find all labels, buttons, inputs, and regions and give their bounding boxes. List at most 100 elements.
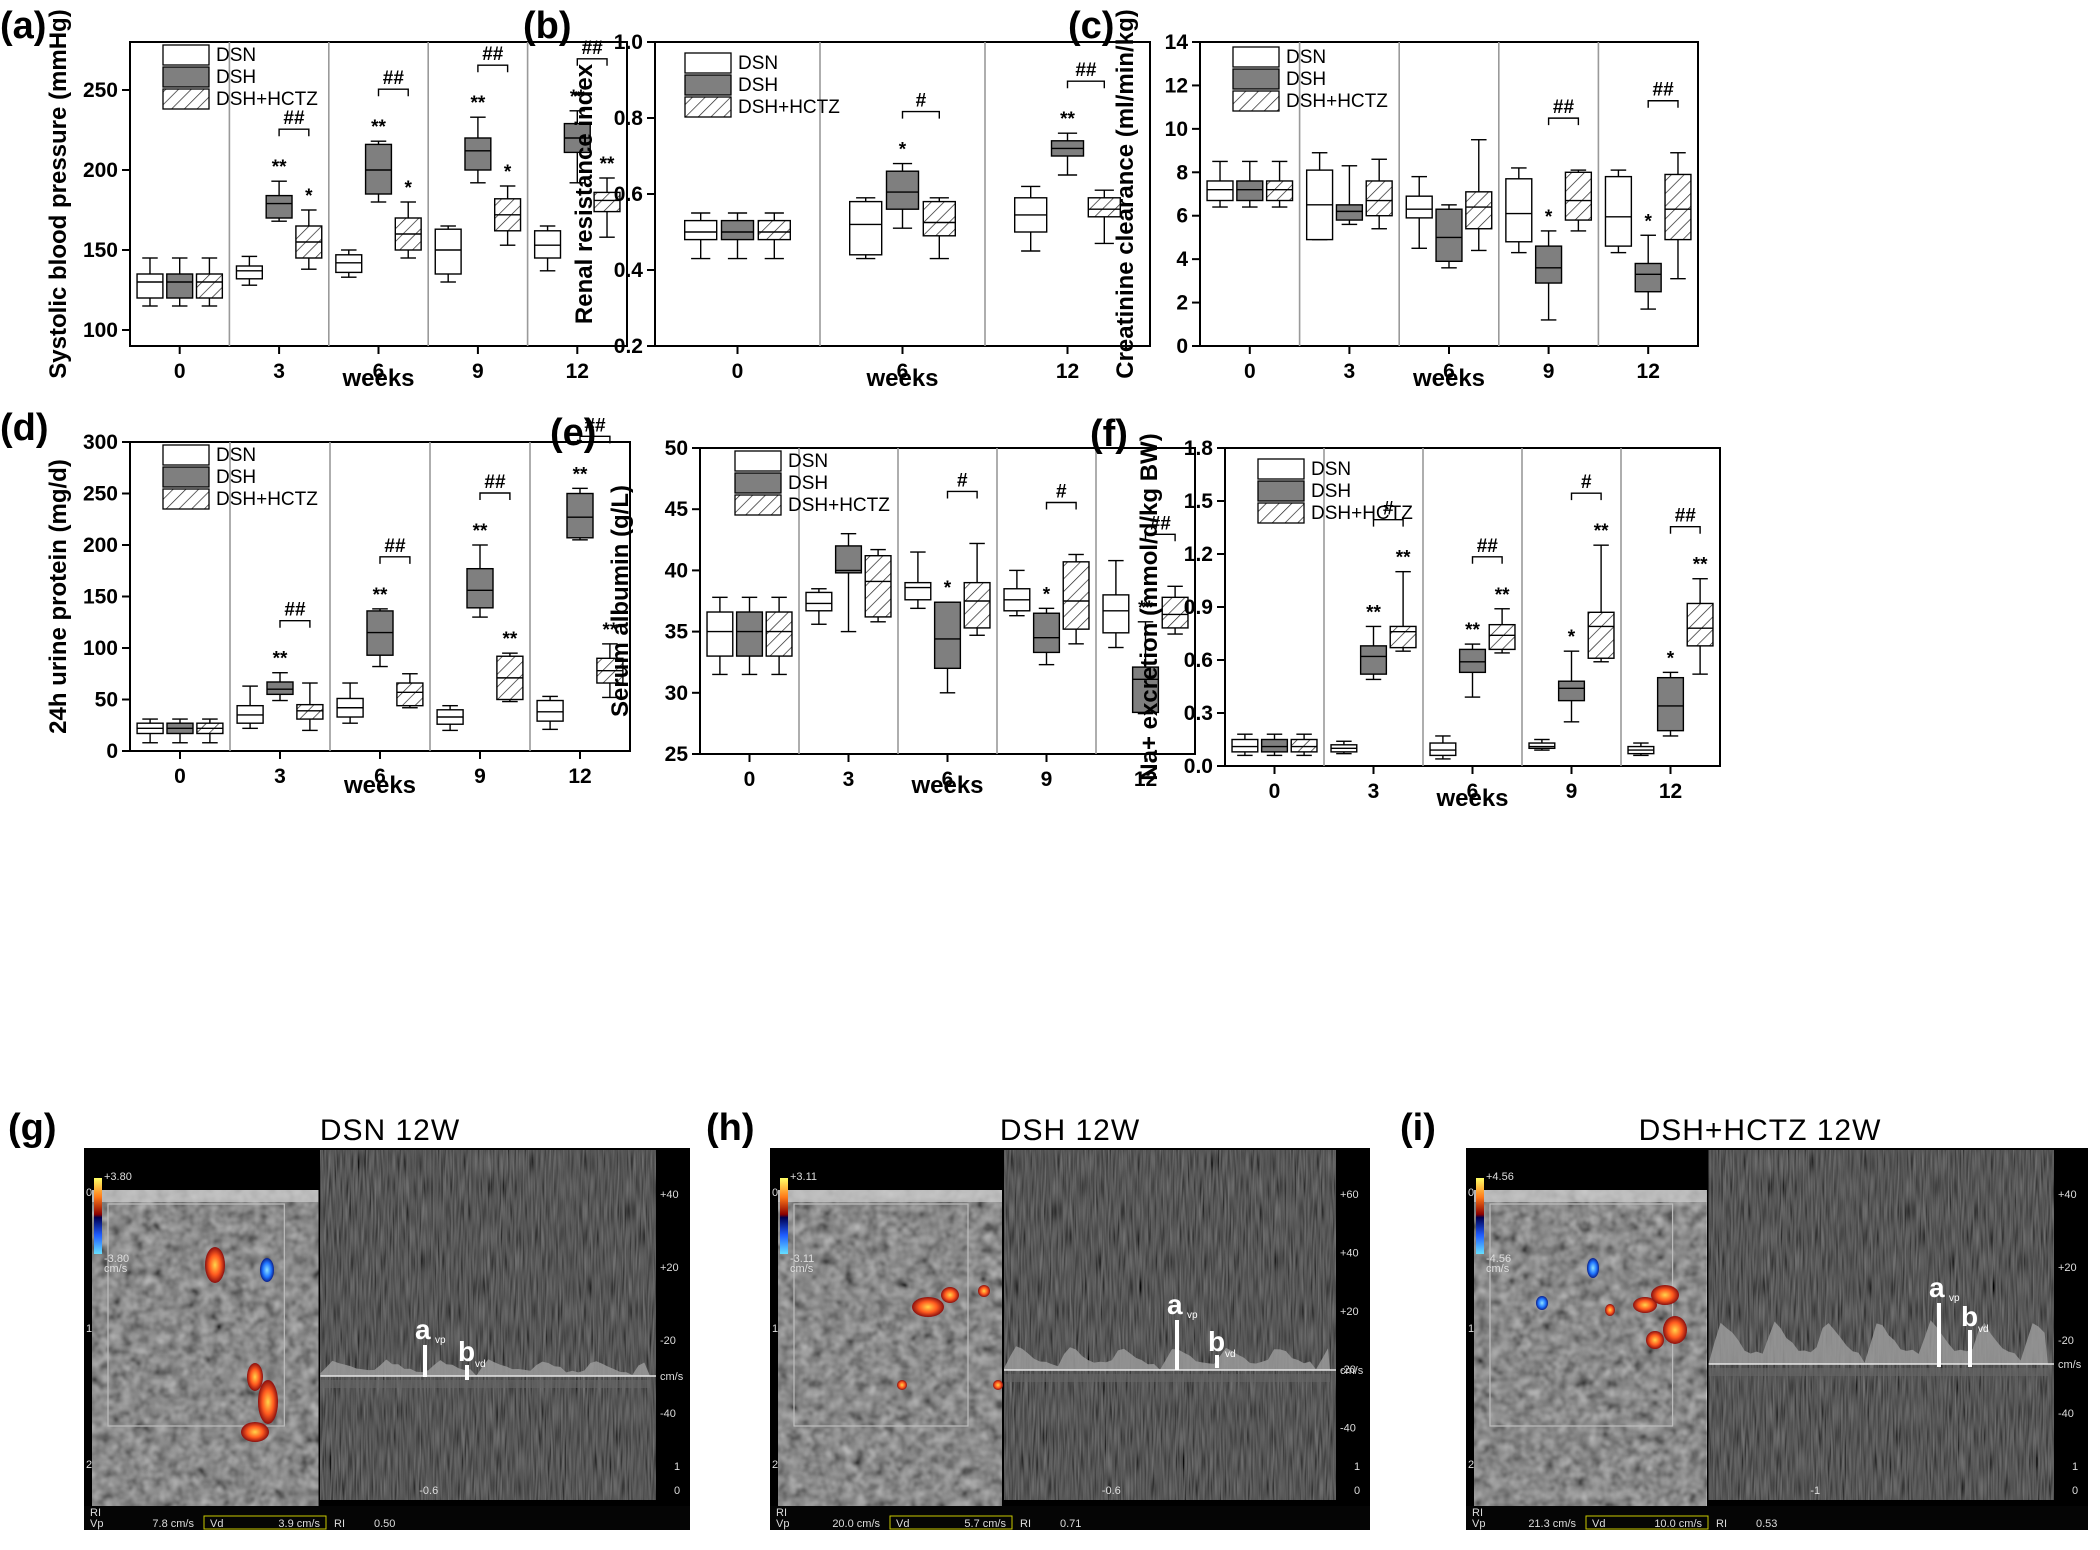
box-iqr xyxy=(1635,263,1661,291)
legend-swatch xyxy=(1233,69,1279,89)
box-dsh-hctz-9 xyxy=(1063,554,1089,643)
right-zero-label: 0 xyxy=(2072,1485,2078,1497)
y-tick-label: 35 xyxy=(665,621,689,644)
x-tick-label: 9 xyxy=(474,765,486,788)
box-iqr xyxy=(1559,681,1585,700)
box-dsh-hctz-6 xyxy=(923,198,955,259)
box-iqr xyxy=(467,569,493,608)
box-dsh-6 xyxy=(367,609,393,667)
significance-bracket: ## xyxy=(380,536,410,564)
bracket-label: ## xyxy=(1675,506,1697,527)
y-tick-label: 200 xyxy=(83,534,118,557)
box-dsh-hctz-6 xyxy=(397,674,423,708)
box-iqr xyxy=(737,612,763,656)
significance-bracket: ## xyxy=(1549,97,1579,125)
y-axis-label: Na+ excretion (mmol/d/kg BW) xyxy=(1136,433,1163,780)
x-tick-label: 0 xyxy=(732,360,744,383)
marker-a-label: a xyxy=(415,1314,431,1345)
doppler-flow-spot xyxy=(241,1422,269,1442)
y-tick-label: 1.2 xyxy=(1184,543,1213,566)
box-iqr xyxy=(836,546,862,573)
box-iqr xyxy=(1430,743,1456,755)
box-iqr xyxy=(1267,181,1293,201)
box-dsn-0 xyxy=(685,213,717,259)
box-iqr xyxy=(758,221,790,240)
spectral-doppler: a vpb vd +60 +40 +20 -20 -40 cm/s -0.6 0 1 xyxy=(1004,1150,1364,1500)
scale-unit-label: cm/s xyxy=(1486,1263,1510,1275)
ultrasound-panel-dsn: (g) DSN 12W+3.80-3.80cm/s012a vp b vd+40+20-… xyxy=(8,1107,690,1530)
legend-swatch xyxy=(735,451,781,471)
box-dsh-hctz-9 xyxy=(495,186,521,245)
bracket-label: ## xyxy=(582,38,604,59)
legend-label: DSH+HCTZ xyxy=(216,489,318,510)
marker-a-sub: vp xyxy=(435,1335,446,1346)
panel-label: (c) xyxy=(1068,5,1114,47)
y-tick-label: 14 xyxy=(1165,31,1189,54)
box-dsn-12 xyxy=(1628,743,1654,755)
legend-swatch xyxy=(163,45,209,65)
x-axis-label: weeks xyxy=(865,365,938,392)
legend-swatch xyxy=(1233,91,1279,111)
time-tick-label: -0.6 xyxy=(1102,1485,1121,1497)
y-tick-label: 6 xyxy=(1176,205,1188,228)
box-dsn-12 xyxy=(1015,186,1047,251)
right-zero-label: 0 xyxy=(674,1485,680,1497)
b-mode-image: +3.80 -3.80cm/s 0 1 2 xyxy=(86,1171,350,1512)
significance-bracket: ## xyxy=(478,44,508,72)
velocity-unit-label: cm/s xyxy=(660,1371,684,1383)
box-dsn-3 xyxy=(237,686,263,728)
y-tick-label: 25 xyxy=(665,743,689,766)
bracket-line xyxy=(1572,493,1602,500)
bracket-label: # xyxy=(1581,472,1592,493)
y-tick-label: 100 xyxy=(83,637,118,660)
legend-swatch xyxy=(685,53,731,73)
legend-label: DSH xyxy=(1311,481,1351,502)
x-tick-label: 12 xyxy=(1056,360,1079,383)
velocity-unit-label: cm/s xyxy=(2058,1359,2082,1371)
box-dsh-hctz-6 xyxy=(1466,140,1492,251)
x-axis-label: weeks xyxy=(1435,785,1508,812)
doppler-flow-spot xyxy=(1663,1316,1687,1344)
legend: DSNDSHDSH+HCTZ xyxy=(685,53,840,118)
baseline-mirror xyxy=(320,1380,650,1388)
time-tick-label: -0.6 xyxy=(419,1485,438,1497)
significance-star: * xyxy=(1568,627,1576,648)
bracket-line xyxy=(948,491,978,498)
box-dsh-hctz-6 xyxy=(964,543,990,635)
box-iqr xyxy=(1436,209,1462,261)
depth-tick-label: 1 xyxy=(86,1323,92,1335)
readout-vp-value: 21.3 cm/s xyxy=(1528,1518,1576,1530)
right-zero-label: 0 xyxy=(1354,1485,1360,1497)
box-dsh-9 xyxy=(1536,231,1562,320)
chart-24h-urine-protein: (d)0501001502002503000 3 6 9 12weeks24h urin… xyxy=(0,407,630,799)
box-iqr xyxy=(397,683,423,706)
readout-ri-label: RI xyxy=(334,1518,345,1530)
significance-star: * xyxy=(405,178,413,199)
marker-b-label: b xyxy=(458,1336,475,1367)
bracket-line xyxy=(1047,502,1077,509)
box-iqr xyxy=(1262,740,1288,752)
legend-swatch xyxy=(1258,503,1304,523)
box-iqr xyxy=(297,705,323,719)
significance-star: ** xyxy=(473,521,488,542)
box-dsh-hctz-6 xyxy=(1489,609,1515,653)
box-iqr xyxy=(1406,196,1432,218)
significance-bracket: # xyxy=(948,470,978,498)
x-tick-label: 12 xyxy=(566,360,589,383)
box-dsn-0 xyxy=(137,719,163,743)
legend-label: DSN xyxy=(788,451,828,472)
x-tick-label: 9 xyxy=(1041,768,1053,791)
readout-vp-label: Vp xyxy=(90,1518,103,1530)
chart-creatinine-clearance: (c) 0 2 4 6 8 10 12 14 0 3 6 9 12 weeks Creatinine clea… xyxy=(1068,5,1698,392)
significance-star: * xyxy=(899,140,907,161)
significance-bracket: ## xyxy=(379,68,409,96)
box-dsh-9 xyxy=(465,117,491,183)
velocity-tick-label: +40 xyxy=(2058,1189,2077,1201)
box-iqr xyxy=(964,583,990,628)
y-tick-label: 200 xyxy=(83,159,118,182)
y-tick-label: 45 xyxy=(665,498,689,521)
box-dsh-12 xyxy=(1052,133,1084,175)
panel-label: (h) xyxy=(706,1107,755,1149)
box-iqr xyxy=(196,274,222,298)
marker-a-label: a xyxy=(1167,1289,1183,1320)
